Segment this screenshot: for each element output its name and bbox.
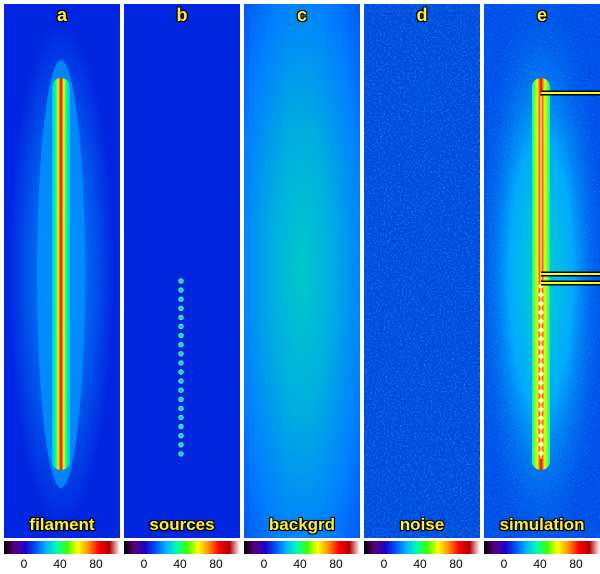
colorbar-tick-label: 80 (209, 557, 223, 571)
colorbar-ticks: 0 40 80 (484, 557, 600, 571)
colorbar (364, 541, 480, 554)
sources-image (124, 4, 240, 538)
source-dot (178, 405, 184, 412)
panel-caption: noise (399, 515, 445, 534)
source-dot (178, 451, 184, 457)
panel-simulation: e simulation (484, 4, 600, 538)
simulation-image (484, 4, 600, 538)
colorbar-tick-label: 80 (569, 557, 583, 571)
colorbar-ticks: 0 40 80 (244, 557, 360, 571)
colorbar-tick-label: 0 (140, 557, 148, 571)
panel-caption: sources (149, 515, 215, 534)
panel-letter: d (416, 5, 428, 25)
colorbar-tick-label: 40 (413, 557, 427, 571)
filament-image (4, 4, 120, 538)
colorbar-ticks: 0 40 80 (124, 557, 240, 571)
panel-caption: filament (29, 515, 95, 534)
background-image (244, 4, 360, 538)
noise-image (364, 4, 480, 538)
source-dot (178, 342, 184, 348)
source-dot (178, 278, 184, 284)
source-dot (178, 314, 184, 321)
colorbar-tick-label: 0 (260, 557, 268, 571)
panel-caption: simulation (499, 515, 585, 534)
colorbar-tick-label: 80 (89, 557, 103, 571)
annotation-lines (541, 90, 600, 286)
source-dot (178, 378, 184, 384)
panel-caption: backgrd (268, 515, 336, 534)
source-dot (178, 287, 184, 293)
source-dot (178, 369, 184, 375)
colorbar (124, 541, 240, 554)
colorbar-tick-label: 40 (173, 557, 187, 571)
panel-background: c backgrd (244, 4, 360, 538)
source-dot (178, 323, 184, 330)
colorbar-tick-label: 0 (380, 557, 388, 571)
panel-letter: c (296, 5, 307, 25)
colorbar-tick-label: 80 (449, 557, 463, 571)
source-dot (178, 360, 184, 366)
colorbar (244, 541, 360, 554)
source-dots (178, 278, 184, 457)
colorbar-tick-label: 40 (53, 557, 67, 571)
colorbar (4, 541, 120, 554)
panel-sources: b sources (124, 4, 240, 538)
colorbar-tick-label: 0 (500, 557, 508, 571)
colorbar-tick-label: 40 (293, 557, 307, 571)
source-dot (178, 387, 184, 393)
colorbar-tick-label: 40 (533, 557, 547, 571)
panel-noise: d noise (364, 4, 480, 538)
source-dot (178, 396, 184, 402)
source-dot (178, 423, 184, 430)
source-dot (178, 296, 184, 302)
source-dot (178, 433, 184, 439)
source-dot (178, 305, 184, 311)
source-dot (178, 442, 184, 448)
source-dot (178, 351, 184, 357)
panel-letter: a (56, 5, 67, 25)
colorbar (484, 541, 600, 554)
colorbar-tick-label: 80 (329, 557, 343, 571)
colorbar-tick-label: 0 (20, 557, 28, 571)
colorbar-ticks: 0 40 80 (364, 557, 480, 571)
panel-letter: e (536, 5, 547, 25)
source-dot (178, 332, 184, 339)
colorbar-ticks: 0 40 80 (4, 557, 120, 571)
panel-letter: b (176, 5, 188, 25)
panel-filament: a filament (4, 4, 120, 538)
source-dot (178, 414, 184, 421)
